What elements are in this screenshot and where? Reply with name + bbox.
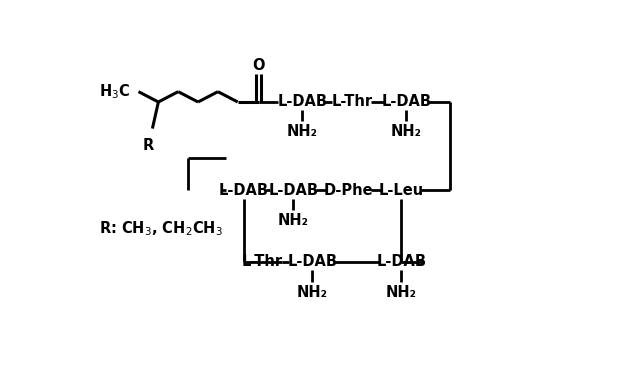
Text: L-Thr: L-Thr bbox=[332, 95, 372, 110]
Text: R: R bbox=[143, 138, 154, 153]
Text: H$_3$C: H$_3$C bbox=[99, 82, 130, 101]
Text: NH₂: NH₂ bbox=[287, 124, 317, 139]
Text: L-Leu: L-Leu bbox=[379, 183, 424, 198]
Text: L-DAB: L-DAB bbox=[277, 95, 327, 110]
Text: L-DAB: L-DAB bbox=[287, 254, 337, 269]
Text: NH₂: NH₂ bbox=[391, 124, 422, 139]
Text: R: CH$_3$, CH$_2$CH$_3$: R: CH$_3$, CH$_2$CH$_3$ bbox=[99, 219, 223, 238]
Text: NH₂: NH₂ bbox=[278, 213, 308, 228]
Text: NH₂: NH₂ bbox=[386, 285, 417, 300]
Text: O: O bbox=[252, 58, 265, 73]
Text: L-DAB: L-DAB bbox=[376, 254, 426, 269]
Text: L-DAB: L-DAB bbox=[219, 183, 269, 198]
Text: NH₂: NH₂ bbox=[296, 285, 328, 300]
Text: L-Thr: L-Thr bbox=[242, 254, 283, 269]
Text: L-DAB: L-DAB bbox=[268, 183, 318, 198]
Text: L-DAB: L-DAB bbox=[381, 95, 431, 110]
Text: D-Phe: D-Phe bbox=[324, 183, 374, 198]
